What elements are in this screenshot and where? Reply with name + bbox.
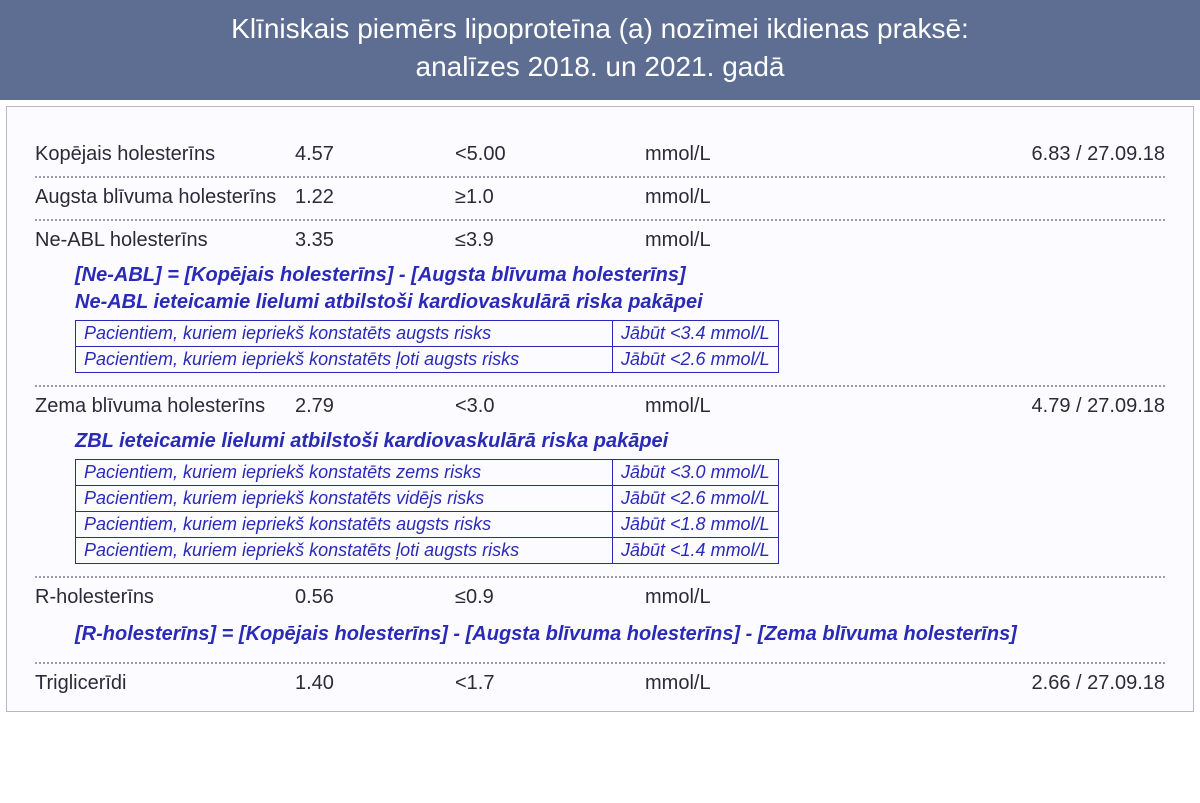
risk-target: Jābūt <1.4 mmol/L (613, 537, 779, 563)
param-value: 4.57 (295, 143, 455, 166)
risk-label: Pacientiem, kuriem iepriekš konstatēts z… (76, 459, 613, 485)
param-name: Triglicerīdi (35, 672, 295, 695)
risk-target: Jābūt <2.6 mmol/L (613, 346, 779, 372)
title-line2: analīzes 2018. un 2021. gadā (20, 48, 1180, 86)
param-name: Zema blīvuma holesterīns (35, 395, 295, 418)
param-value: 1.22 (295, 186, 455, 209)
ne-abl-risk-heading: Ne-ABL ieteicamie lielumi atbilstoši kar… (75, 289, 1165, 316)
param-unit: mmol/L (645, 586, 795, 609)
param-name: Ne-ABL holesterīns (35, 229, 295, 252)
risk-label: Pacientiem, kuriem iepriekš konstatēts ļ… (76, 346, 613, 372)
row-triglycerides: Triglicerīdi 1.40 <1.7 mmol/L 2.66 / 27.… (35, 664, 1165, 705)
row-total-cholesterol: Kopējais holesterīns 4.57 <5.00 mmol/L 6… (35, 135, 1165, 176)
row-r-hol: R-holesterīns 0.56 ≤0.9 mmol/L (35, 578, 1165, 619)
ne-abl-note: [Ne-ABL] = [Kopējais holesterīns] - [Aug… (35, 262, 1165, 385)
param-value: 2.79 (295, 395, 455, 418)
param-unit: mmol/L (645, 229, 795, 252)
param-name: Augsta blīvuma holesterīns (35, 186, 295, 209)
risk-target: Jābūt <1.8 mmol/L (613, 511, 779, 537)
param-unit: mmol/L (645, 395, 795, 418)
param-name: R-holesterīns (35, 586, 295, 609)
title-bar: Klīniskais piemērs lipoproteīna (a) nozī… (0, 0, 1200, 100)
param-value: 1.40 (295, 672, 455, 695)
param-name: Kopējais holesterīns (35, 143, 295, 166)
param-unit: mmol/L (645, 186, 795, 209)
risk-row: Pacientiem, kuriem iepriekš konstatēts ļ… (76, 346, 779, 372)
risk-label: Pacientiem, kuriem iepriekš konstatēts a… (76, 320, 613, 346)
risk-row: Pacientiem, kuriem iepriekš konstatēts z… (76, 459, 779, 485)
ldl-note: ZBL ieteicamie lielumi atbilstoši kardio… (35, 428, 1165, 576)
param-value: 3.35 (295, 229, 455, 252)
ldl-risk-table: Pacientiem, kuriem iepriekš konstatēts z… (75, 459, 779, 564)
risk-target: Jābūt <3.0 mmol/L (613, 459, 779, 485)
param-unit: mmol/L (645, 143, 795, 166)
param-value: 0.56 (295, 586, 455, 609)
risk-label: Pacientiem, kuriem iepriekš konstatēts ļ… (76, 537, 613, 563)
param-previous: 2.66 / 27.09.18 (795, 672, 1165, 695)
risk-label: Pacientiem, kuriem iepriekš konstatēts a… (76, 511, 613, 537)
r-hol-formula: [R-holesterīns] = [Kopējais holesterīns]… (75, 621, 1165, 648)
row-hdl: Augsta blīvuma holesterīns 1.22 ≥1.0 mmo… (35, 178, 1165, 219)
lab-sheet: Kopējais holesterīns 4.57 <5.00 mmol/L 6… (6, 106, 1194, 712)
ne-abl-formula: [Ne-ABL] = [Kopējais holesterīns] - [Aug… (75, 262, 1165, 289)
row-ldl: Zema blīvuma holesterīns 2.79 <3.0 mmol/… (35, 387, 1165, 428)
r-hol-formula-block: [R-holesterīns] = [Kopējais holesterīns]… (35, 619, 1165, 662)
param-reference: <5.00 (455, 143, 645, 166)
param-reference: ≤3.9 (455, 229, 645, 252)
risk-row: Pacientiem, kuriem iepriekš konstatēts ļ… (76, 537, 779, 563)
risk-row: Pacientiem, kuriem iepriekš konstatēts a… (76, 511, 779, 537)
param-unit: mmol/L (645, 672, 795, 695)
param-reference: ≤0.9 (455, 586, 645, 609)
param-reference: <3.0 (455, 395, 645, 418)
risk-label: Pacientiem, kuriem iepriekš konstatēts v… (76, 485, 613, 511)
risk-row: Pacientiem, kuriem iepriekš konstatēts a… (76, 320, 779, 346)
risk-target: Jābūt <2.6 mmol/L (613, 485, 779, 511)
risk-row: Pacientiem, kuriem iepriekš konstatēts v… (76, 485, 779, 511)
risk-target: Jābūt <3.4 mmol/L (613, 320, 779, 346)
ne-abl-risk-table: Pacientiem, kuriem iepriekš konstatēts a… (75, 320, 779, 373)
ldl-risk-heading: ZBL ieteicamie lielumi atbilstoši kardio… (75, 428, 1165, 455)
row-ne-abl: Ne-ABL holesterīns 3.35 ≤3.9 mmol/L (35, 221, 1165, 262)
title-line1: Klīniskais piemērs lipoproteīna (a) nozī… (20, 10, 1180, 48)
param-reference: ≥1.0 (455, 186, 645, 209)
param-previous: 4.79 / 27.09.18 (795, 395, 1165, 418)
param-reference: <1.7 (455, 672, 645, 695)
param-previous: 6.83 / 27.09.18 (795, 143, 1165, 166)
